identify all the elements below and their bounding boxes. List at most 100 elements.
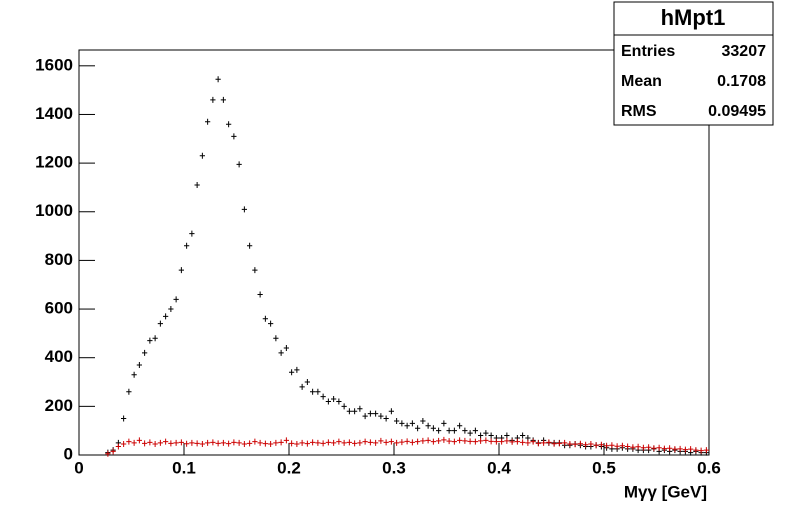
data-point (420, 417, 426, 424)
data-point (157, 439, 163, 446)
data-point (488, 438, 494, 445)
data-point (367, 439, 373, 446)
data-point (367, 410, 373, 417)
data-point (588, 441, 594, 448)
data-point (310, 388, 316, 395)
data-point (257, 439, 263, 446)
stats-frame (613, 1, 774, 126)
data-point (226, 440, 232, 447)
data-point (383, 415, 389, 422)
data-point (478, 437, 484, 444)
data-point (315, 439, 321, 446)
data-point (131, 439, 137, 446)
data-point (215, 440, 221, 447)
data-point (304, 379, 310, 386)
data-point (625, 443, 631, 450)
data-point (283, 437, 289, 444)
data-point (199, 441, 205, 448)
data-point (688, 446, 694, 453)
data-point (168, 306, 174, 313)
x-tick-label: 0.1 (172, 458, 196, 477)
data-point (173, 296, 179, 303)
data-point (226, 121, 232, 128)
data-point (157, 320, 163, 327)
data-point (136, 362, 142, 368)
data-point (404, 422, 410, 429)
data-point (446, 438, 452, 445)
data-point (105, 450, 111, 457)
data-point (357, 405, 363, 412)
data-point (541, 439, 547, 446)
y-tick-label: 600 (45, 299, 73, 318)
data-point (315, 388, 321, 395)
data-point (320, 393, 326, 400)
data-point (415, 438, 421, 445)
data-point (210, 439, 216, 446)
data-point (378, 437, 384, 444)
data-point (457, 422, 463, 429)
data-point (493, 438, 499, 445)
data-point (467, 430, 473, 437)
data-point (451, 427, 457, 434)
data-point (425, 422, 431, 429)
y-tick-label: 0 (64, 444, 73, 463)
data-point (373, 410, 379, 417)
data-point (283, 344, 289, 351)
data-point (409, 439, 415, 446)
x-tick-label: 0.2 (277, 458, 301, 477)
data-point (115, 443, 121, 450)
data-point (462, 427, 468, 434)
data-point (278, 349, 284, 356)
data-point (504, 437, 510, 444)
data-point (121, 441, 127, 448)
y-tick-label: 1600 (35, 55, 73, 74)
data-point (220, 439, 226, 446)
data-point (583, 441, 589, 448)
data-point (667, 445, 673, 452)
data-point (178, 439, 184, 446)
data-point (320, 440, 326, 447)
data-point (525, 439, 531, 446)
data-point (110, 448, 116, 455)
data-point (483, 430, 489, 437)
data-point (640, 444, 646, 451)
data-point (441, 436, 447, 443)
data-point (336, 438, 342, 445)
data-point (136, 437, 142, 444)
data-point (383, 439, 389, 446)
data-point (205, 118, 211, 125)
data-point (388, 438, 394, 445)
data-point (682, 446, 688, 453)
data-point (336, 398, 342, 405)
data-point (341, 439, 347, 446)
data-point (341, 403, 347, 410)
data-point (310, 439, 316, 446)
data-point (299, 383, 305, 390)
data-point (247, 440, 253, 447)
data-point (278, 439, 284, 446)
data-point (142, 349, 148, 356)
data-point (257, 291, 263, 298)
data-point (205, 439, 211, 446)
data-point (247, 242, 253, 249)
stats-value: 0.1708 (717, 73, 766, 90)
x-tick-label: 0 (74, 458, 83, 477)
data-point (262, 315, 268, 322)
data-point (352, 408, 358, 415)
data-point (273, 335, 279, 342)
stats-value: 33207 (722, 43, 767, 60)
data-point (189, 439, 195, 446)
data-point (273, 439, 279, 446)
stats-value: 0.09495 (708, 103, 766, 120)
data-point (619, 442, 625, 449)
data-point (388, 408, 394, 415)
data-point (215, 76, 221, 83)
data-point (152, 335, 158, 342)
x-tick-label: 0.3 (382, 458, 406, 477)
data-point (147, 337, 153, 344)
x-tick-label: 0.4 (487, 458, 511, 477)
stats-title: hMpt1 (661, 5, 726, 30)
x-tick-label: 0.6 (697, 458, 721, 477)
data-point (194, 182, 200, 188)
